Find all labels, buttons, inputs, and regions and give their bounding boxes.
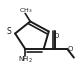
Text: CH$_3$: CH$_3$ [19, 6, 33, 14]
Text: O: O [53, 33, 59, 39]
Text: NH$_2$: NH$_2$ [18, 55, 33, 65]
Text: O: O [67, 46, 73, 52]
Text: S: S [7, 27, 12, 36]
